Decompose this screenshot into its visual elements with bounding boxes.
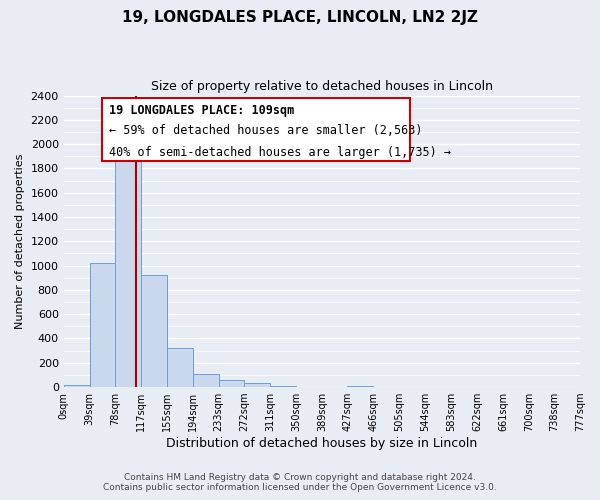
Bar — [167, 348, 193, 387]
Text: ← 59% of detached houses are smaller (2,563): ← 59% of detached houses are smaller (2,… — [109, 124, 422, 137]
Bar — [193, 374, 218, 387]
Text: 40% of semi-detached houses are larger (1,735) →: 40% of semi-detached houses are larger (… — [109, 146, 451, 159]
Bar — [64, 385, 89, 387]
Bar — [115, 155, 142, 387]
Text: 19, LONGDALES PLACE, LINCOLN, LN2 2JZ: 19, LONGDALES PLACE, LINCOLN, LN2 2JZ — [122, 10, 478, 25]
Bar — [347, 386, 373, 387]
FancyBboxPatch shape — [103, 98, 410, 161]
Bar — [244, 384, 271, 387]
Bar — [89, 263, 115, 387]
Title: Size of property relative to detached houses in Lincoln: Size of property relative to detached ho… — [151, 80, 493, 93]
Text: Contains HM Land Registry data © Crown copyright and database right 2024.: Contains HM Land Registry data © Crown c… — [124, 474, 476, 482]
Bar — [142, 276, 167, 387]
Text: 19 LONGDALES PLACE: 109sqm: 19 LONGDALES PLACE: 109sqm — [109, 104, 294, 117]
Bar — [271, 386, 296, 387]
X-axis label: Distribution of detached houses by size in Lincoln: Distribution of detached houses by size … — [166, 437, 478, 450]
Bar — [218, 380, 244, 387]
Text: Contains public sector information licensed under the Open Government Licence v3: Contains public sector information licen… — [103, 484, 497, 492]
Y-axis label: Number of detached properties: Number of detached properties — [15, 154, 25, 329]
